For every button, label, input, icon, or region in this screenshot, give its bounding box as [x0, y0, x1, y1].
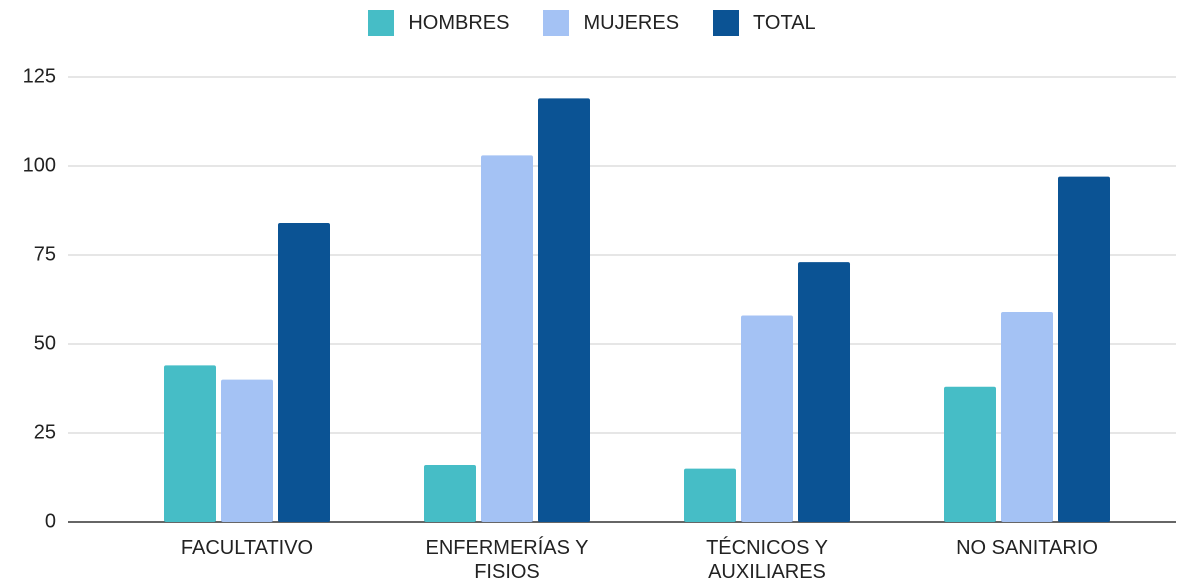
legend-label: TOTAL: [753, 11, 816, 34]
legend-item: HOMBRES: [368, 10, 509, 36]
legend-swatch: [368, 10, 395, 36]
y-tick-label: 25: [34, 421, 56, 443]
legend-label: HOMBRES: [408, 11, 510, 34]
x-tick-label: TÉCNICOS Y AUXILIARES: [706, 537, 828, 582]
x-tick-label: FACULTATIVO: [180, 537, 314, 559]
legend-item: TOTAL: [713, 10, 816, 36]
bar: [944, 386, 996, 522]
bar: [684, 468, 736, 522]
y-tick-label: 50: [34, 332, 56, 354]
bar: [221, 379, 273, 522]
legend-label: MUJERES: [583, 11, 680, 34]
bar: [798, 262, 850, 522]
legend-item: MUJERES: [543, 10, 679, 36]
legend-swatch: [713, 10, 740, 36]
bar: [1058, 176, 1110, 522]
y-tick-label: 75: [34, 243, 56, 265]
bar: [538, 98, 590, 523]
legend-swatch: [543, 10, 570, 36]
bar: [481, 155, 533, 522]
bar: [1001, 311, 1053, 522]
bar: [424, 465, 476, 522]
y-tick-label: 100: [23, 154, 56, 176]
bar: [741, 315, 793, 522]
bar: [278, 222, 330, 522]
x-tick-label: NO SANITARIO: [956, 537, 1098, 559]
x-tick-label: ENFERMERÍAS Y FISIOS: [425, 537, 589, 582]
y-tick-label: 0: [45, 510, 56, 532]
y-tick-label: 125: [23, 65, 56, 87]
legend: HOMBRES MUJERES TOTAL: [0, 10, 1184, 36]
bar: [164, 365, 216, 522]
